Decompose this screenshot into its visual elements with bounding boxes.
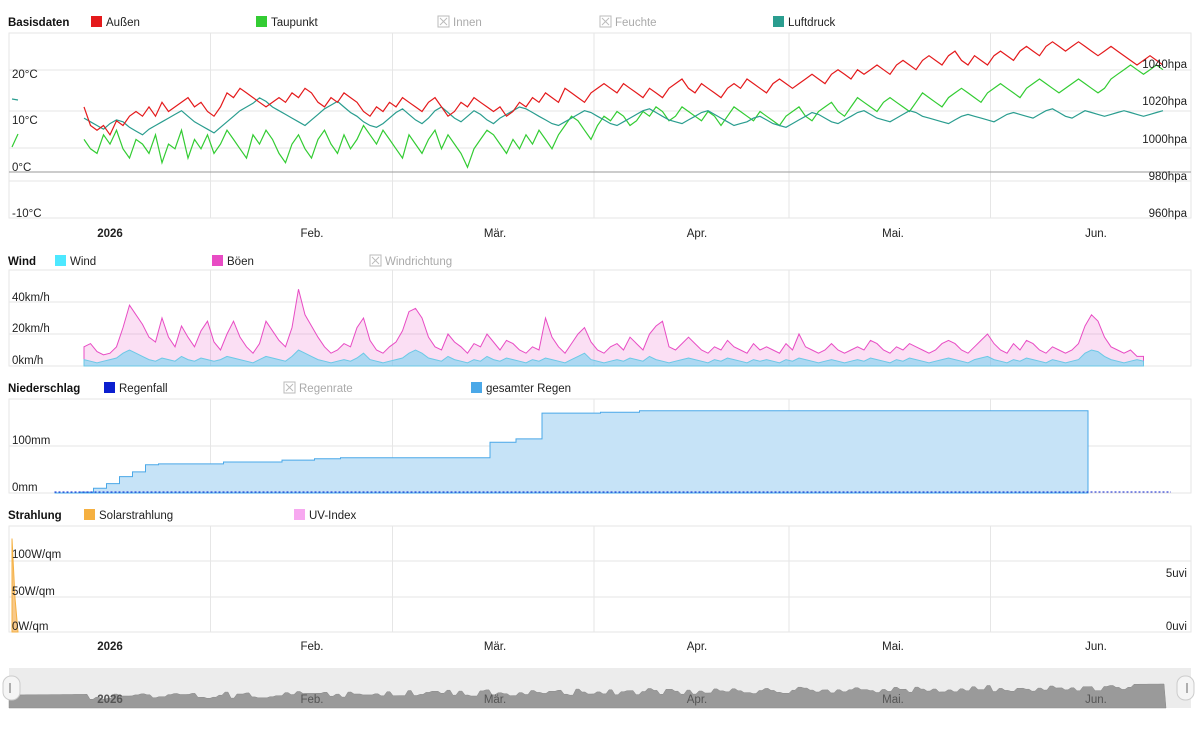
x-tick-apr-bottom: Apr.: [687, 641, 707, 653]
legend-uv-swatch[interactable]: [294, 509, 305, 520]
text-layer: Basisdaten Außen Taupunkt Innen Feuchte …: [8, 15, 1188, 653]
x-tick-feb: Feb.: [300, 228, 323, 240]
rain-y-tick-2: 0mm: [12, 482, 38, 494]
series-solarstrahlung-area: [11, 538, 19, 633]
x-tick-mar-bottom: Mär.: [484, 641, 506, 653]
legend-regenfall-swatch[interactable]: [104, 382, 115, 393]
solar-y-tick-3: 0W/qm: [12, 621, 48, 633]
wind-y-tick-1: 40km/h: [12, 292, 50, 304]
legend-aussen-label[interactable]: Außen: [106, 17, 140, 29]
series-aussen-line: [83, 41, 1164, 136]
panel-0-frame: [8, 32, 1192, 219]
navigator-series: [8, 683, 1167, 709]
basis-title: Basisdaten: [8, 17, 69, 29]
legend-taupunkt-swatch[interactable]: [256, 16, 267, 27]
wind-title: Wind: [8, 256, 36, 268]
navigator-right-handle-icon[interactable]: [1176, 675, 1195, 701]
nav-tick-jun: Jun.: [1085, 694, 1107, 706]
series-boeen-area: [83, 289, 1144, 367]
nav-tick-apr: Apr.: [687, 694, 707, 706]
legend-windrichtung-disabled-icon[interactable]: [369, 254, 382, 267]
basis-y2-tick-2: 1020hpa: [1142, 96, 1187, 108]
legend-gesamter-regen-swatch[interactable]: [471, 382, 482, 393]
wind-y-tick-3: 0km/h: [12, 355, 43, 367]
basis-y2-tick-3: 1000hpa: [1142, 134, 1187, 146]
legend-regenrate-disabled-icon[interactable]: [283, 381, 296, 394]
panel-3-frame: [8, 525, 1192, 633]
navigator[interactable]: [2, 668, 1195, 709]
basis-y2-tick-4: 980hpa: [1149, 171, 1188, 183]
legend-regenfall-label[interactable]: Regenfall: [119, 383, 168, 395]
x-tick-year-bottom: 2026: [97, 641, 123, 653]
legend-gesamter-regen-label[interactable]: gesamter Regen: [486, 383, 571, 395]
basis-y-tick-4: -10°C: [12, 208, 42, 220]
wind-y-tick-2: 20km/h: [12, 323, 50, 335]
legend-boeen-swatch[interactable]: [212, 255, 223, 266]
series-wind-area: [83, 349, 1144, 367]
x-tick-apr: Apr.: [687, 228, 707, 240]
basis-y-tick-1: 20°C: [12, 69, 38, 81]
x-tick-mar: Mär.: [484, 228, 506, 240]
nav-tick-mai: Mai.: [882, 694, 904, 706]
legend-boeen-label[interactable]: Böen: [227, 256, 254, 268]
navigator-labels: 2026 Feb. Mär. Apr. Mai. Jun.: [97, 694, 1107, 706]
series-gesamter-regen-area: [54, 410, 1089, 494]
solar-title: Strahlung: [8, 510, 62, 522]
legend-windrichtung-label[interactable]: Windrichtung: [385, 256, 452, 268]
legend-innen-label[interactable]: Innen: [453, 17, 482, 29]
basis-y2-tick-5: 960hpa: [1149, 208, 1188, 220]
x-tick-mai: Mai.: [882, 228, 904, 240]
legend-aussen-swatch[interactable]: [91, 16, 102, 27]
solar-y2-tick-1: 5uvi: [1166, 568, 1187, 580]
legend-wind-swatch[interactable]: [55, 255, 66, 266]
basis-y-tick-3: 0°C: [12, 162, 31, 174]
legend-luftdruck-swatch[interactable]: [773, 16, 784, 27]
legend-uv-label[interactable]: UV-Index: [309, 510, 357, 522]
x-tick-jun: Jun.: [1085, 228, 1107, 240]
rain-y-tick-1: 100mm: [12, 435, 50, 447]
legend-taupunkt-label[interactable]: Taupunkt: [271, 17, 318, 29]
panel-1-frame: [8, 269, 1192, 367]
x-tick-feb-bottom: Feb.: [300, 641, 323, 653]
series-taupunkt-line: [83, 64, 1164, 169]
plot-layer: [11, 41, 1171, 633]
legend-luftdruck-label[interactable]: Luftdruck: [788, 17, 836, 29]
navigator-left-handle-icon[interactable]: [2, 675, 21, 701]
nav-tick-feb: Feb.: [300, 694, 323, 706]
x-tick-jun-bottom: Jun.: [1085, 641, 1107, 653]
nav-tick-mar: Mär.: [484, 694, 506, 706]
taupunkt-edge-fragment: [11, 133, 19, 148]
solar-y2-tick-2: 0uvi: [1166, 621, 1187, 633]
solar-y-tick-1: 100W/qm: [12, 549, 61, 561]
legend-feuchte-label[interactable]: Feuchte: [615, 17, 657, 29]
legend-wind-label[interactable]: Wind: [70, 256, 96, 268]
x-tick-year: 2026: [97, 228, 123, 240]
rain-title: Niederschlag: [8, 383, 80, 395]
series-luftdruck-line: [83, 97, 1164, 136]
legend-feuchte-disabled-icon[interactable]: [599, 15, 612, 28]
basis-y2-tick-1: 1040hpa: [1142, 59, 1187, 71]
legend-solar-swatch[interactable]: [84, 509, 95, 520]
legend-solar-label[interactable]: Solarstrahlung: [99, 510, 173, 522]
x-tick-mai-bottom: Mai.: [882, 641, 904, 653]
legend-innen-disabled-icon[interactable]: [437, 15, 450, 28]
legend-regenrate-label[interactable]: Regenrate: [299, 383, 353, 395]
solar-y-tick-2: 50W/qm: [12, 586, 55, 598]
luftdruck-edge-fragment: [11, 98, 19, 101]
basis-y-tick-2: 10°C: [12, 115, 38, 127]
nav-tick-year: 2026: [97, 694, 123, 706]
